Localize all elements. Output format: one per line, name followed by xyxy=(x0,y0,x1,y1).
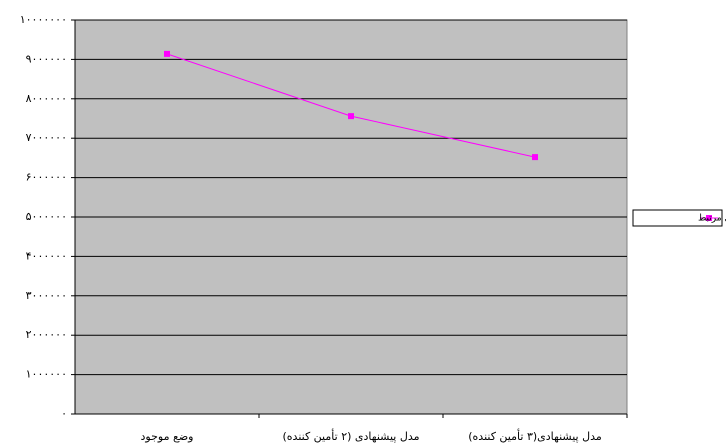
y-tick-label: ۷۰۰۰۰۰۰ xyxy=(26,131,67,144)
y-tick-label: ۸۰۰۰۰۰۰ xyxy=(26,92,67,105)
y-tick-label: ۹۰۰۰۰۰۰ xyxy=(26,52,67,65)
point-marker xyxy=(348,113,354,120)
x-tick-label: مدل پيشنهادی(۳ تأمين کننده) xyxy=(468,428,602,443)
y-tick-label: ۵۰۰۰۰۰۰ xyxy=(26,210,67,223)
point-marker xyxy=(532,154,538,161)
point-marker xyxy=(164,50,170,57)
y-tick-label: ۱۰۰۰۰۰۰۰ xyxy=(20,13,67,26)
y-tick-label: ۴۰۰۰۰۰۰ xyxy=(26,249,67,262)
y-tick-label: ۰ xyxy=(61,407,67,420)
y-tick-label: ۱۰۰۰۰۰۰ xyxy=(26,368,67,381)
legend-marker xyxy=(706,215,712,221)
legend-box xyxy=(632,209,723,227)
x-tick-label: وضع موجود xyxy=(141,430,194,443)
y-tick-label: ۳۰۰۰۰۰۰ xyxy=(26,289,67,302)
x-tick-label: مدل پيشنهادی (۲ تأمين کننده) xyxy=(282,428,419,443)
y-tick-label: ۶۰۰۰۰۰۰ xyxy=(26,171,67,184)
y-tick-label: ۲۰۰۰۰۰۰ xyxy=(26,328,67,341)
legend-label: هزينه هاي مرتبط xyxy=(698,214,726,224)
